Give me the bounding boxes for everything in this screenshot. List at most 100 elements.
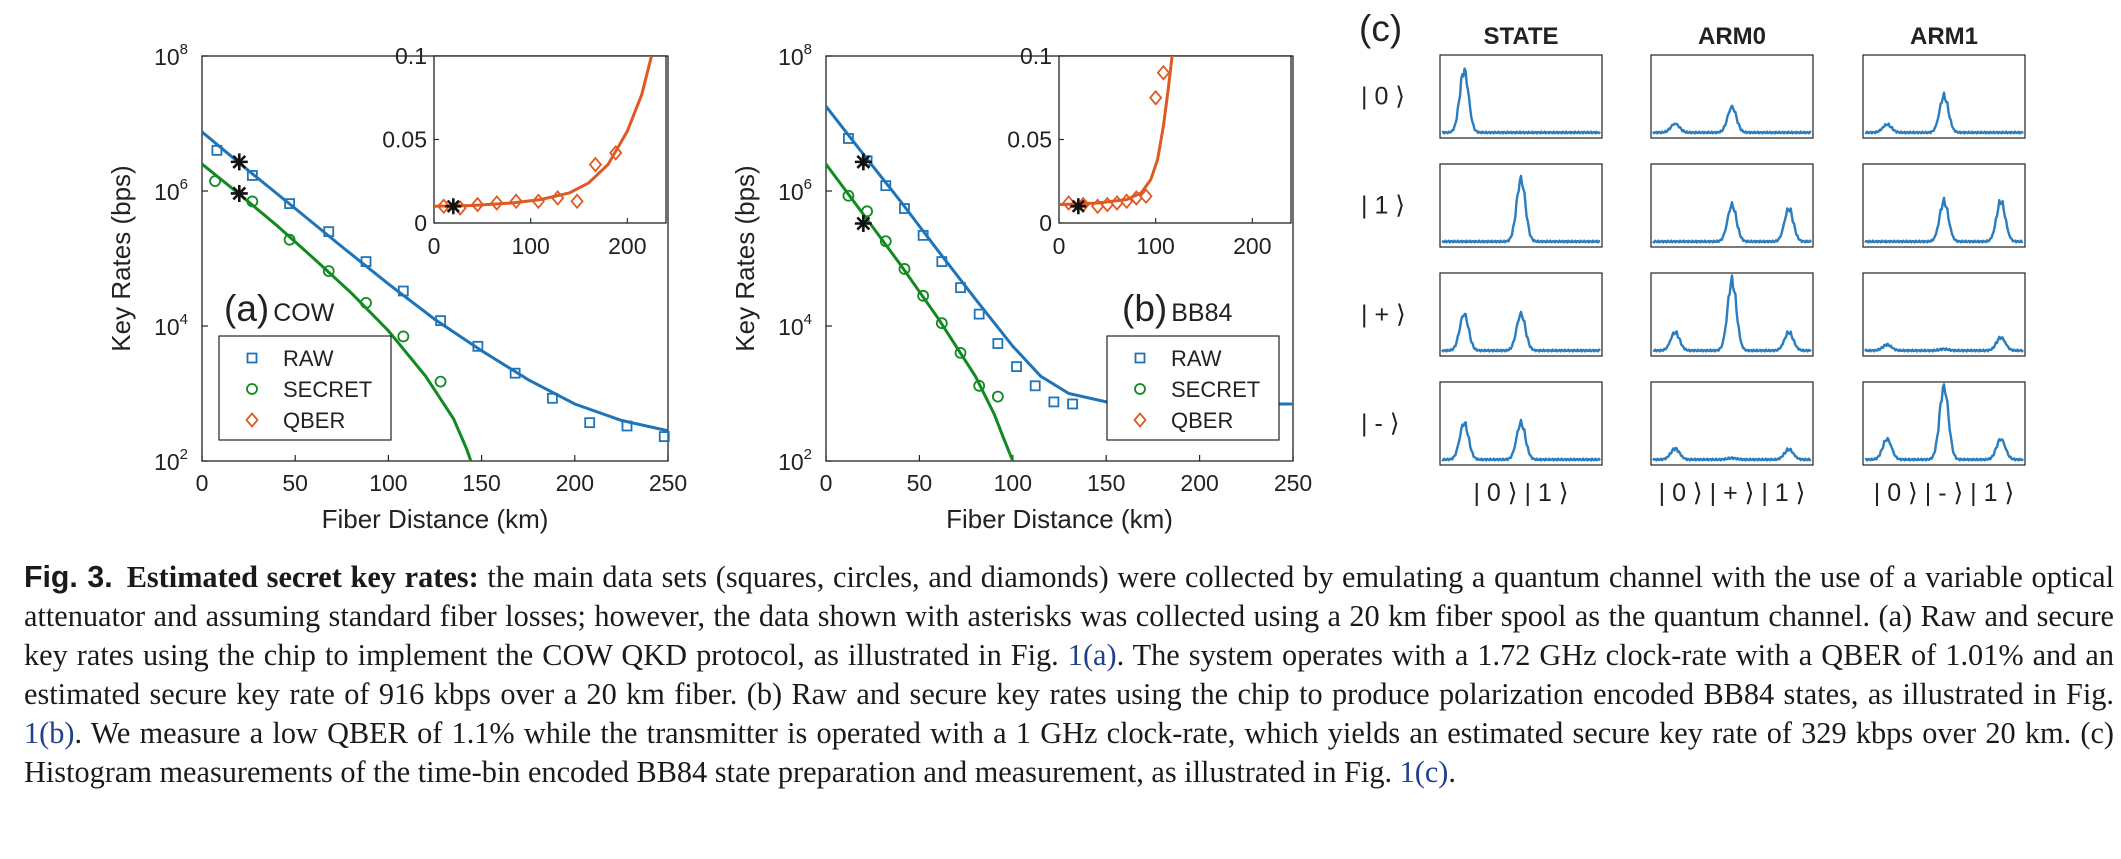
data-point-qber	[1119, 193, 1134, 210]
caption-title: Estimated secret key rates:	[126, 560, 479, 594]
data-point-qber	[509, 193, 523, 210]
data-point-qber	[436, 198, 451, 215]
inset-y-tick-label: 0	[414, 210, 427, 236]
x-tick-label: 250	[649, 470, 687, 496]
data-point-secret	[434, 375, 447, 388]
data-point-raw	[973, 308, 985, 320]
figure-3: 0 50 100 150 200 250 102 104 106 108 Fiber Distanc…	[106, 8, 2026, 534]
data-point-qber	[1156, 64, 1171, 81]
panel-sublabel: COW	[273, 299, 335, 327]
chart-a-cow: 0 50 100 150 200 250 102 104 106 108 Fiber Distanc…	[106, 41, 687, 534]
inset-x-tick-label: 0	[1053, 233, 1066, 259]
data-point-raw	[1048, 396, 1060, 408]
inset-qber: 0 100 200 0 0.05 0.1	[382, 43, 667, 259]
panel-c-histograms: (c) STATE ARM0 ARM1 | 0 ⟩ | 1 ⟩ | + ⟩ | - ⟩ | 0 …	[1359, 8, 2026, 507]
legend-marker-qber	[1133, 412, 1147, 428]
fit-line-raw	[202, 130, 668, 433]
inset-y-tick-label: 0.1	[395, 43, 427, 69]
x-tick-label: 0	[820, 470, 833, 496]
data-point-qber	[1139, 188, 1153, 205]
data-point-secret	[954, 346, 967, 359]
inset-y-tick-label: 0	[1039, 210, 1052, 236]
data-point-secret	[842, 189, 855, 202]
histogram-cell	[1650, 381, 1814, 466]
data-point-secret	[935, 317, 948, 330]
histogram-frame	[1862, 381, 2026, 466]
panel-label: (c)	[1359, 8, 1402, 49]
data-point-qber	[551, 190, 565, 206]
histogram-trace	[1441, 418, 1601, 462]
histogram-trace	[1441, 310, 1601, 353]
inset-y-tick-label: 0.05	[382, 127, 427, 153]
data-point-qber	[1148, 89, 1163, 106]
caption-ref-1a[interactable]: 1(a)	[1067, 638, 1117, 672]
chart-b-bb84: 0 50 100 150 200 250 102 104 106 108 Fiber Distanc…	[730, 41, 1312, 534]
data-point-raw	[509, 367, 521, 379]
histogram-trace	[1864, 91, 2024, 135]
data-point-qber	[470, 196, 485, 213]
histogram-cell	[1650, 54, 1814, 139]
data-point-secret	[246, 195, 259, 208]
caption-ref-1b[interactable]: 1(b)	[24, 716, 75, 750]
data-point-secret	[360, 296, 372, 309]
x-axis-label: Fiber Distance (km)	[322, 504, 549, 534]
data-point-qber	[490, 195, 504, 211]
y-tick-label: 108	[154, 41, 188, 70]
row-label-state: | - ⟩	[1361, 410, 1399, 438]
data-point-raw	[621, 420, 633, 432]
row-label-state: | 0 ⟩	[1361, 83, 1405, 111]
data-point-raw	[547, 392, 558, 404]
data-point-raw	[1067, 398, 1078, 410]
data-point-secret	[991, 390, 1004, 403]
data-point-raw	[246, 170, 258, 181]
histogram-frame	[1439, 54, 1603, 139]
histogram-cell	[1862, 163, 2026, 248]
x-tick-label: 200	[1180, 470, 1218, 496]
column-header-state: STATE	[1483, 23, 1558, 50]
x-tick-label: 150	[1087, 470, 1125, 496]
legend-marker-raw	[1134, 352, 1146, 364]
data-point-raw	[284, 198, 296, 210]
data-point-secret	[861, 205, 873, 218]
caption-text: .	[1448, 755, 1456, 789]
inset-x-tick-label: 100	[511, 233, 549, 259]
data-point-secret	[397, 330, 410, 343]
histogram-cell	[1439, 272, 1603, 357]
x-tick-label: 50	[282, 470, 308, 496]
caption-text: the main data sets (squares, circles, an…	[24, 560, 2114, 672]
inset-frame	[1058, 55, 1292, 224]
y-axis-label: Key Rates (bps)	[730, 165, 760, 351]
column-header-arm1: ARM1	[1910, 23, 1978, 50]
inset-y-tick-label: 0.1	[1020, 43, 1052, 69]
panel-sublabel: BB84	[1171, 299, 1232, 327]
data-point-secret	[973, 379, 986, 392]
histogram-cell	[1650, 163, 1814, 248]
histogram-trace	[1864, 196, 2024, 244]
histogram-trace	[1441, 174, 1601, 244]
caption-text: . The system operates with a 1.72 GHz cl…	[24, 638, 2114, 711]
histogram-cell	[1439, 54, 1603, 139]
legend-label-secret: SECRET	[1171, 377, 1260, 402]
data-point-secret	[209, 175, 221, 188]
data-point-raw	[323, 226, 335, 238]
figure-caption: Fig. 3. Estimated secret key rates: the m…	[24, 558, 2114, 792]
data-point-raw	[917, 229, 929, 241]
data-point-secret	[283, 233, 296, 246]
asterisk-point	[854, 215, 872, 232]
y-tick-label: 104	[778, 311, 812, 340]
caption-text: . We measure a low QBER of 1.1% while th…	[24, 716, 2114, 789]
x-tick-label: 250	[1274, 470, 1312, 496]
histogram-trace	[1652, 201, 1812, 244]
inset-fit	[1059, 56, 1174, 207]
inset-y-tick-label: 0.05	[1007, 127, 1052, 153]
legend-label-qber: QBER	[1171, 408, 1233, 433]
histogram-cell	[1439, 163, 1603, 248]
data-point-raw	[584, 417, 596, 429]
asterisk-point	[230, 153, 248, 171]
data-point-qber	[570, 193, 584, 210]
data-point-raw	[1011, 361, 1022, 373]
caption-ref-1c[interactable]: 1(c)	[1399, 755, 1449, 789]
column-header-arm0: ARM0	[1698, 23, 1766, 50]
y-tick-label: 102	[154, 446, 188, 475]
inset-x-tick-label: 100	[1136, 233, 1174, 259]
